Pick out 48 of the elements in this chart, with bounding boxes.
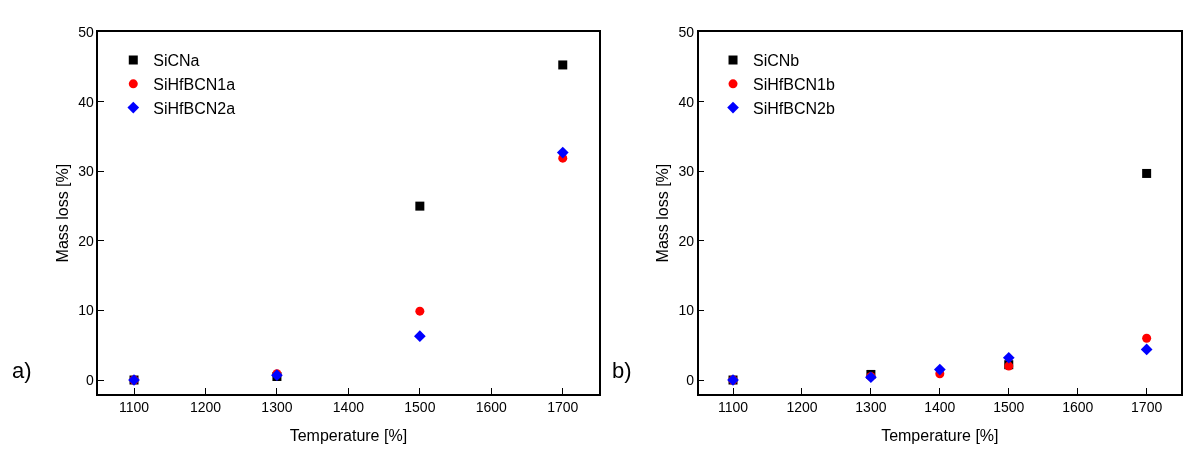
- x-tick-label: 1100: [717, 399, 749, 416]
- text: a): [12, 358, 32, 383]
- legend-label: SiHfBCN2b: [753, 99, 835, 117]
- x-tick-label: 1200: [786, 399, 818, 416]
- point: [1002, 351, 1015, 364]
- x-tick-label: 1100: [118, 399, 150, 416]
- point: [1142, 333, 1152, 343]
- legend-label: SiHfBCN1a: [153, 76, 236, 94]
- legend-label: SiCNb: [753, 52, 800, 70]
- x-tick-label: 1300: [855, 399, 887, 416]
- x-axis-title: Temperature [%]: [881, 426, 999, 444]
- point: [415, 306, 425, 316]
- point: [556, 146, 569, 159]
- x-tick-label: 1400: [332, 399, 365, 416]
- x-tick-label: 1300: [261, 399, 293, 416]
- x-tick-label: 1500: [993, 399, 1025, 416]
- y-tick-label: 0: [686, 371, 695, 388]
- x-tick-label: 1600: [475, 399, 508, 416]
- point: [414, 330, 426, 343]
- x-axis-title: Temperature [%]: [289, 426, 408, 444]
- y-tick-label: 50: [678, 24, 695, 41]
- y-axis-title: Mass loss [%]: [53, 163, 71, 263]
- legend-label: SiHfBCN1b: [753, 76, 835, 94]
- legend-label: SiCNa: [153, 52, 200, 70]
- point: [1142, 168, 1152, 178]
- legend-label: SiHfBCN2a: [153, 99, 236, 117]
- y-tick-label: 10: [678, 302, 695, 319]
- point: [415, 201, 425, 211]
- x-tick-label: 1700: [1131, 399, 1163, 416]
- y-axis-title: Mass loss [%]: [653, 163, 671, 263]
- y-tick-label: 20: [678, 232, 695, 249]
- x-tick-label: 1200: [189, 399, 222, 416]
- x-tick-label: 1400: [924, 399, 956, 416]
- y-tick-label: 50: [78, 24, 94, 41]
- y-tick-label: 40: [678, 93, 695, 110]
- text: b): [612, 358, 632, 383]
- y-tick-label: 40: [78, 93, 94, 110]
- x-tick-label: 1700: [547, 399, 579, 416]
- point: [558, 60, 568, 70]
- y-tick-label: 0: [85, 371, 94, 388]
- y-tick-label: 30: [78, 163, 94, 180]
- point: [933, 363, 946, 376]
- y-tick-label: 20: [78, 232, 94, 249]
- point: [1140, 343, 1153, 356]
- y-tick-label: 30: [678, 163, 695, 180]
- x-tick-label: 1600: [1062, 399, 1094, 416]
- x-tick-label: 1500: [404, 399, 436, 416]
- y-tick-label: 10: [78, 302, 94, 319]
